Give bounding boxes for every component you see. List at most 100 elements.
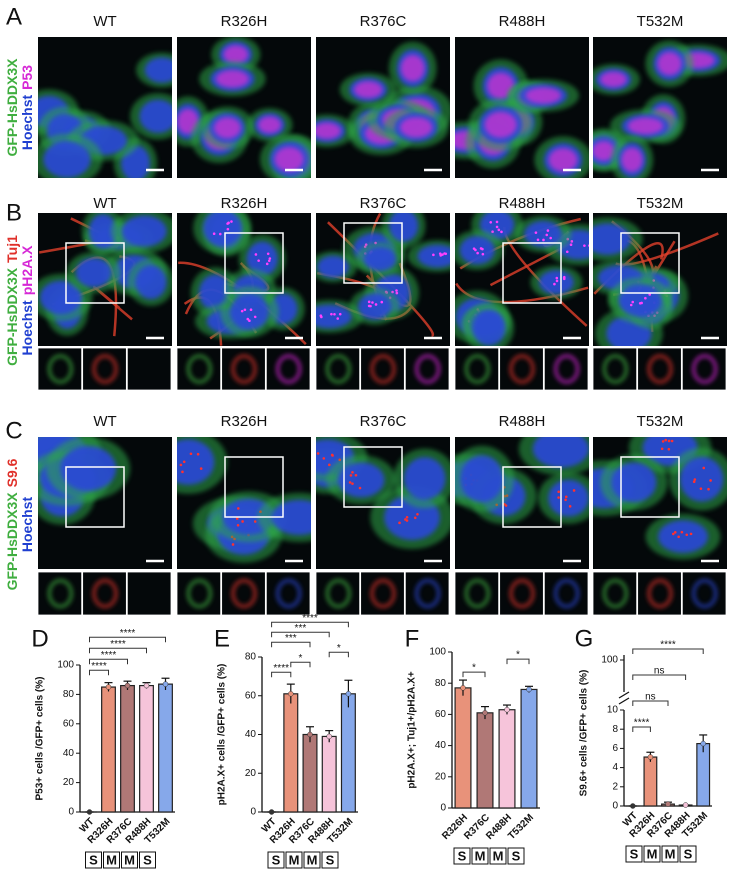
foci bbox=[265, 262, 269, 266]
stain-label: Hoechst bbox=[19, 497, 35, 553]
y-axis-label: pH2A.X+ cells /GFP+ cells (%) bbox=[217, 664, 228, 806]
foci bbox=[235, 517, 239, 520]
foci bbox=[358, 486, 362, 490]
p53-signal bbox=[400, 117, 433, 138]
p53-signal bbox=[525, 87, 562, 104]
significance-bracket bbox=[632, 648, 704, 654]
y-tick-label: 20 bbox=[435, 771, 447, 782]
y-tick-label: 100 bbox=[601, 655, 618, 666]
foci bbox=[179, 463, 183, 467]
column-title: R376C bbox=[360, 13, 407, 30]
foci bbox=[545, 233, 549, 237]
micrograph bbox=[316, 41, 450, 156]
significance-bracket bbox=[89, 658, 128, 665]
foci bbox=[638, 301, 642, 305]
significance-bracket bbox=[290, 661, 311, 668]
nucleus bbox=[532, 437, 589, 468]
point bbox=[504, 706, 510, 713]
p53-signal bbox=[215, 70, 249, 88]
significance-bracket bbox=[271, 621, 349, 628]
inset-signal bbox=[276, 354, 302, 384]
nucleus bbox=[459, 235, 495, 265]
inset-bg bbox=[543, 347, 589, 391]
foci bbox=[555, 279, 559, 283]
nucleus bbox=[39, 280, 83, 315]
foci bbox=[479, 247, 483, 250]
column-title: WT bbox=[93, 413, 116, 430]
inset-bg bbox=[360, 571, 405, 616]
inset-bg bbox=[454, 347, 500, 391]
foci bbox=[495, 225, 499, 229]
foci bbox=[349, 474, 353, 477]
foci bbox=[395, 289, 398, 292]
inset-bg bbox=[82, 347, 127, 391]
nucleus bbox=[389, 213, 419, 242]
micrograph bbox=[593, 40, 727, 178]
foci bbox=[316, 452, 320, 455]
nucleus bbox=[135, 265, 167, 300]
nucleus bbox=[548, 479, 589, 517]
stain-name: Hoechst bbox=[19, 95, 35, 151]
foci bbox=[331, 454, 334, 457]
foci bbox=[351, 482, 354, 485]
foci bbox=[348, 481, 352, 484]
class-label: S bbox=[684, 846, 693, 861]
class-label: S bbox=[512, 848, 521, 863]
class-label: S bbox=[143, 852, 152, 867]
bar bbox=[101, 686, 116, 813]
significance-bracket bbox=[506, 658, 530, 665]
y-tick-label: 20 bbox=[245, 768, 257, 779]
inset-signal bbox=[415, 354, 441, 384]
foci bbox=[542, 238, 545, 242]
inset-signal bbox=[509, 354, 535, 384]
foci bbox=[416, 512, 419, 516]
foci bbox=[497, 228, 501, 232]
nucleus bbox=[358, 293, 392, 320]
nucleus bbox=[611, 462, 657, 503]
inset-signal bbox=[370, 579, 396, 608]
foci bbox=[572, 489, 576, 492]
foci bbox=[491, 230, 494, 233]
inset-bg bbox=[404, 571, 450, 616]
inset-signal bbox=[602, 354, 628, 384]
foci bbox=[667, 439, 671, 443]
foci bbox=[240, 309, 244, 313]
class-label: M bbox=[124, 852, 135, 867]
nucleus bbox=[539, 270, 574, 295]
foci bbox=[227, 221, 230, 225]
foci bbox=[354, 473, 358, 477]
significance-label: * bbox=[337, 643, 341, 654]
point bbox=[326, 733, 332, 740]
foci bbox=[689, 532, 693, 536]
inset-bg bbox=[126, 571, 172, 616]
nucleus bbox=[271, 499, 311, 535]
foci bbox=[489, 221, 493, 224]
stain-label: GFP-HsDDX3X Tuj1 bbox=[4, 235, 20, 366]
p53-signal bbox=[657, 52, 682, 76]
column-title: R326H bbox=[221, 195, 268, 212]
inset-bg bbox=[315, 347, 361, 391]
foci bbox=[504, 504, 508, 507]
foci bbox=[495, 220, 499, 224]
column-title: R376C bbox=[360, 195, 407, 212]
inset-bg bbox=[37, 571, 83, 616]
class-label: M bbox=[493, 848, 504, 863]
zoom-box bbox=[502, 242, 562, 304]
inset-signal bbox=[325, 579, 351, 608]
inset-bg bbox=[499, 571, 544, 616]
bar bbox=[520, 688, 538, 809]
significance-label: **** bbox=[634, 718, 650, 729]
foci bbox=[182, 460, 186, 464]
foci bbox=[371, 301, 374, 304]
y-axis-label: pH2A.X+; Tuj1+/pH2A.X+ bbox=[407, 671, 418, 789]
foci bbox=[241, 520, 244, 523]
point bbox=[526, 686, 532, 693]
stain-name: GFP-HsDDX3X bbox=[4, 267, 20, 366]
p53-signal bbox=[593, 141, 615, 161]
foci bbox=[253, 520, 257, 523]
nucleus bbox=[88, 213, 117, 249]
column-title: WT bbox=[93, 195, 116, 212]
foci bbox=[266, 252, 270, 256]
point bbox=[162, 681, 169, 687]
